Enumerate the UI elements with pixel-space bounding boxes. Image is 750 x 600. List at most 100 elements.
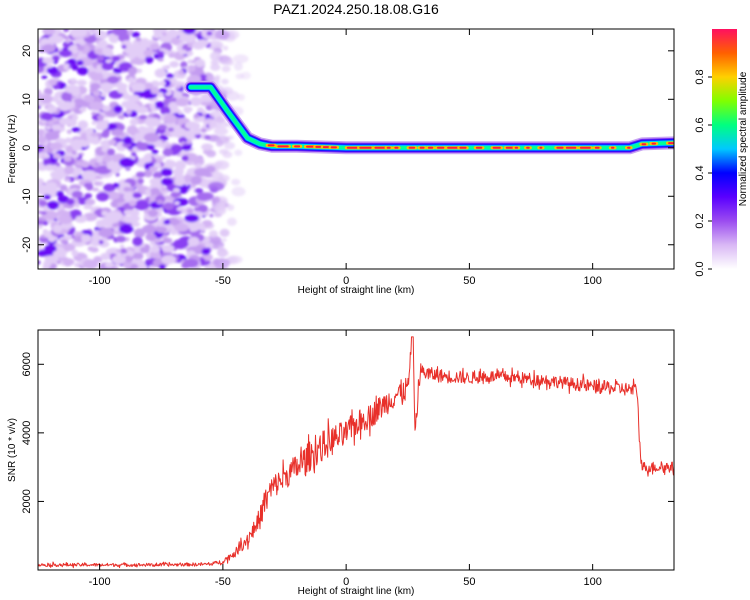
noise-blob [38,89,41,94]
noise-blob [174,223,189,232]
noise-blob [197,39,209,47]
noise-blob [220,121,229,128]
colorbar-tick-label: 0.6 [694,117,706,132]
noise-blob [74,102,81,108]
noise-blob [105,191,120,200]
noise-blob [155,226,168,234]
noise-blob [65,204,74,209]
noise-blob [64,84,80,94]
x-tick-label: 50 [463,576,475,588]
noise-blob [58,49,73,58]
noise-blob [64,137,73,144]
noise-blob [42,29,56,36]
noise-blob [63,155,72,162]
y-axis-label: Frequency (Hz) [7,115,18,184]
noise-blob [210,51,221,61]
noise-blob [182,36,189,42]
noise-blob [83,204,93,210]
noise-blob [204,253,213,261]
noise-blob [149,166,157,173]
noise-blob [58,117,72,125]
noise-blob [96,121,109,131]
noise-blob [128,29,134,34]
noise-blob [89,72,104,81]
noise-blob [194,188,204,194]
noise-blob [40,112,53,121]
y-tick-label: 6000 [21,352,33,376]
colorbar-tick-label: 0.8 [694,69,706,84]
noise-blob [84,94,95,103]
noise-blob [127,76,135,83]
noise-blob [64,165,74,175]
noise-blob [59,184,68,192]
noise-blob [209,110,224,119]
noise-blob [71,127,81,133]
noise-blob [208,230,218,238]
noise-blob [174,81,184,87]
noise-blob [51,124,62,131]
noise-blob [38,46,42,51]
colorbar-tick-label: 0.4 [694,165,706,180]
noise-blob [132,236,143,247]
noise-blob [128,200,137,207]
noise-blob [82,259,99,269]
noise-blob [76,79,87,86]
noise-blob [71,150,77,155]
noise-blob [121,44,127,49]
noise-blob [92,187,99,192]
noise-blob [123,136,133,145]
x-tick-label: 50 [463,275,475,287]
noise-blob [40,234,45,239]
noise-blob [46,66,59,75]
noise-blob [125,255,131,260]
noise-blob [96,192,109,202]
noise-blob [45,181,58,191]
noise-blob [149,245,161,253]
noise-blob [173,239,188,250]
noise-blob [186,50,194,57]
noise-blob [151,149,159,155]
noise-blob [42,57,55,64]
noise-blob [84,129,91,133]
noise-blob [63,235,70,240]
noise-blob [113,182,120,188]
noise-blob [208,121,218,129]
noise-blob [96,64,104,71]
noise-blob [67,115,73,120]
noise-blob [195,163,202,169]
noise-blob [216,135,230,144]
noise-blob [137,178,144,185]
noise-blob [110,200,120,208]
noise-blob [199,71,205,76]
noise-blob [176,46,183,51]
noise-blob [112,255,126,265]
y-tick-label: 20 [21,45,33,57]
noise-blob [66,129,72,135]
noise-blob [42,206,49,212]
colorbar: 0.0 0.2 0.4 0.6 0.8 Normalized spectral ampli… [694,29,749,277]
noise-blob [157,92,164,98]
noise-blob [181,155,189,162]
y-tick-label: -10 [21,188,33,204]
noise-blob [106,162,117,170]
snr-frame [37,329,675,571]
noise-blob [129,118,139,126]
noise-blob [104,262,114,268]
noise-blob [50,96,59,102]
y-axis-label: SNR (10 * v/v) [7,418,18,482]
noise-blob [110,128,124,137]
colorbar-tick-label: 0.2 [694,213,706,228]
noise-blob [43,153,50,159]
noise-blob [69,44,80,54]
noise-blob [53,153,61,160]
noise-blob [69,29,88,38]
noise-blob [113,105,123,114]
noise-blob [168,52,176,58]
noise-blob [161,31,167,36]
noise-blob [204,135,211,140]
noise-blob [127,94,140,103]
snr-plot: -100 -50 0 50 100 2000 4000 6000 Height of strai… [7,329,675,597]
noise-blob [47,64,53,68]
noise-blob [51,117,59,123]
noise-blob [184,121,200,130]
